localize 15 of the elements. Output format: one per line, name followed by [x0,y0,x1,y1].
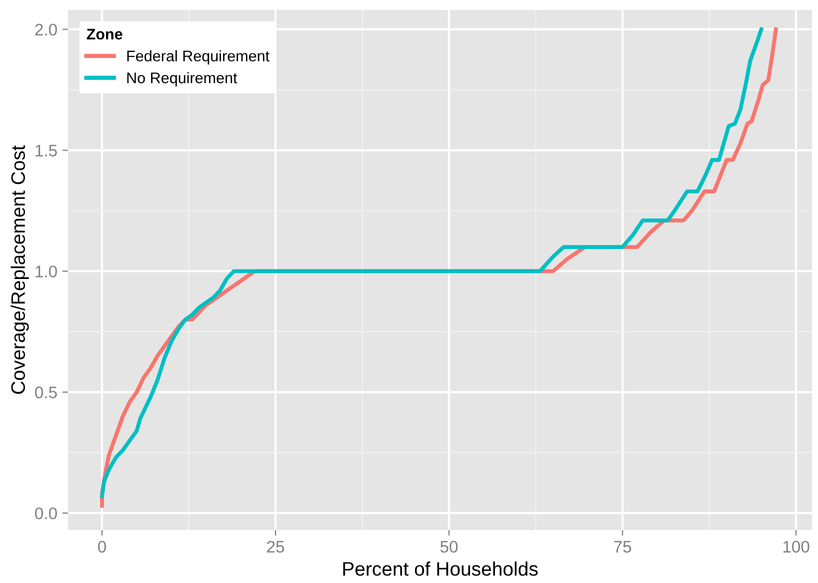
x-tick-label: 100 [783,540,810,553]
x-axis-title: Percent of Households [343,562,538,576]
legend-label: No Requirement [127,72,238,86]
y-tick-label: 2.0 [35,24,57,36]
x-tick-label: 0 [98,540,106,553]
x-tick-label: 25 [267,540,284,553]
y-axis-title: Coverage/Replacement Cost [10,145,29,394]
y-tick-label: 1.0 [36,266,57,278]
y-tick-label: 0.5 [35,386,57,398]
legend-title: Zone [86,28,122,40]
y-tick-label: 0.0 [35,507,57,520]
y-tick-label: 1.5 [36,144,57,156]
x-tick-label: 50 [440,540,458,553]
legend-label: Federal Requirement [127,50,270,64]
x-tick-label: 75 [614,541,632,553]
